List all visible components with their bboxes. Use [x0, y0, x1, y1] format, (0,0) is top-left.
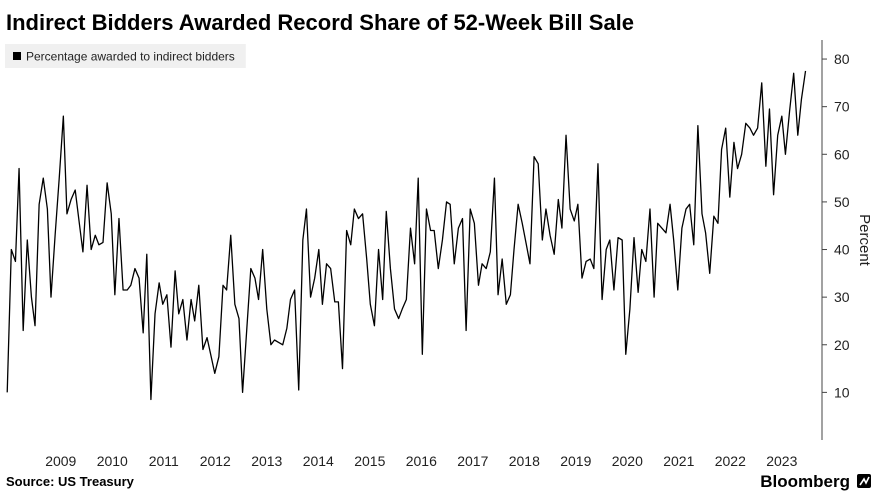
x-tick-label: 2010 — [97, 453, 128, 469]
brand-icon — [857, 474, 871, 488]
x-tick-label: 2014 — [303, 453, 334, 469]
y-tick-label: 40 — [834, 242, 850, 258]
x-tick-label: 2020 — [612, 453, 643, 469]
source-note: Source: US Treasury — [6, 474, 135, 489]
x-tick-label: 2016 — [406, 453, 437, 469]
y-tick-label: 50 — [834, 194, 850, 210]
y-tick-label: 30 — [834, 289, 850, 305]
x-tick-label: 2015 — [354, 453, 385, 469]
x-tick-label: 2013 — [251, 453, 282, 469]
legend-background — [5, 44, 246, 68]
legend: Percentage awarded to indirect bidders — [5, 44, 246, 68]
data-line — [6, 70, 807, 401]
x-tick-label: 2009 — [45, 453, 76, 469]
x-tick-label: 2021 — [663, 453, 694, 469]
y-tick-label: 80 — [834, 51, 850, 67]
y-tick-label: 20 — [834, 337, 850, 353]
y-tick-label: 60 — [834, 146, 850, 162]
legend-label: Percentage awarded to indirect bidders — [26, 50, 235, 64]
y-axis-label: Percent — [856, 214, 873, 267]
x-tick-label: 2022 — [715, 453, 746, 469]
x-tick-label: 2017 — [457, 453, 488, 469]
brand-icon-glyph — [859, 476, 870, 486]
x-tick-label: 2019 — [560, 453, 591, 469]
y-tick-label: 70 — [834, 99, 850, 115]
x-tick-label: 2011 — [149, 453, 179, 469]
chart-title: Indirect Bidders Awarded Record Share of… — [6, 10, 634, 35]
x-tick-label: 2023 — [766, 453, 797, 469]
x-tick-label: 2018 — [509, 453, 540, 469]
brand: Bloomberg — [760, 472, 850, 491]
legend-swatch — [13, 52, 21, 60]
y-tick-label: 10 — [834, 384, 850, 400]
x-tick-label: 2012 — [200, 453, 231, 469]
